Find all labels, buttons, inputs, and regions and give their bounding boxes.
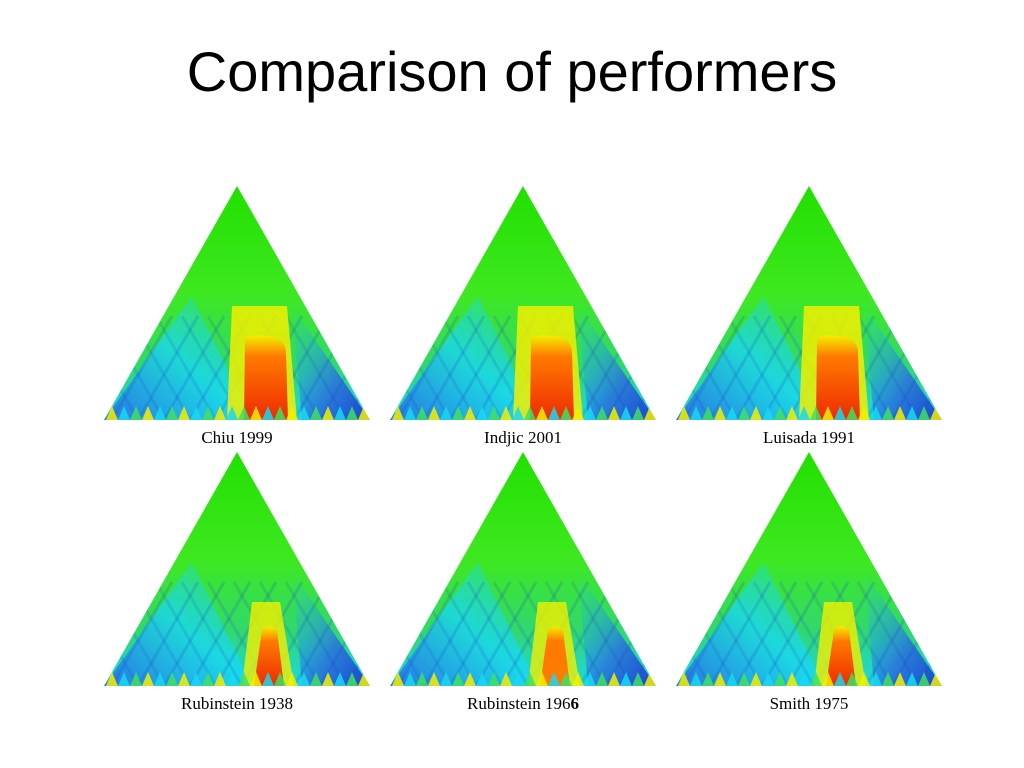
- keyscape-triangle-image: [676, 452, 942, 686]
- scape-panel: Luisada 1991: [674, 186, 944, 456]
- scape-panel: Chiu 1999: [102, 186, 372, 456]
- scape-panel: Rubinstein 1966: [388, 452, 658, 722]
- performer-caption: Smith 1975: [674, 694, 944, 714]
- performer-name: Chiu 1999: [201, 428, 273, 447]
- performer-name: Rubinstein 1938: [181, 694, 293, 713]
- scape-panel: Smith 1975: [674, 452, 944, 722]
- performer-caption: Rubinstein 1938: [102, 694, 372, 714]
- performer-name: Smith 1975: [769, 694, 849, 713]
- keyscape-triangle-image: [390, 452, 656, 686]
- scape-panel: Rubinstein 1938: [102, 452, 372, 722]
- performer-caption: Luisada 1991: [674, 428, 944, 448]
- performer-year-bold-digit: 6: [570, 694, 579, 713]
- keyscape-triangle-image: [104, 186, 370, 420]
- keyscape-triangle-image: [104, 452, 370, 686]
- performer-name: Indjic 2001: [484, 428, 562, 447]
- slide-title: Comparison of performers: [186, 40, 838, 103]
- performer-caption: Indjic 2001: [388, 428, 658, 448]
- scape-panel: Indjic 2001: [388, 186, 658, 456]
- keyscape-triangle-image: [676, 186, 942, 420]
- performer-caption: Chiu 1999: [102, 428, 372, 448]
- performer-caption: Rubinstein 1966: [388, 694, 658, 714]
- performer-name: Luisada 1991: [762, 428, 856, 447]
- performer-name: Rubinstein 196: [467, 694, 571, 713]
- keyscape-triangle-image: [390, 186, 656, 420]
